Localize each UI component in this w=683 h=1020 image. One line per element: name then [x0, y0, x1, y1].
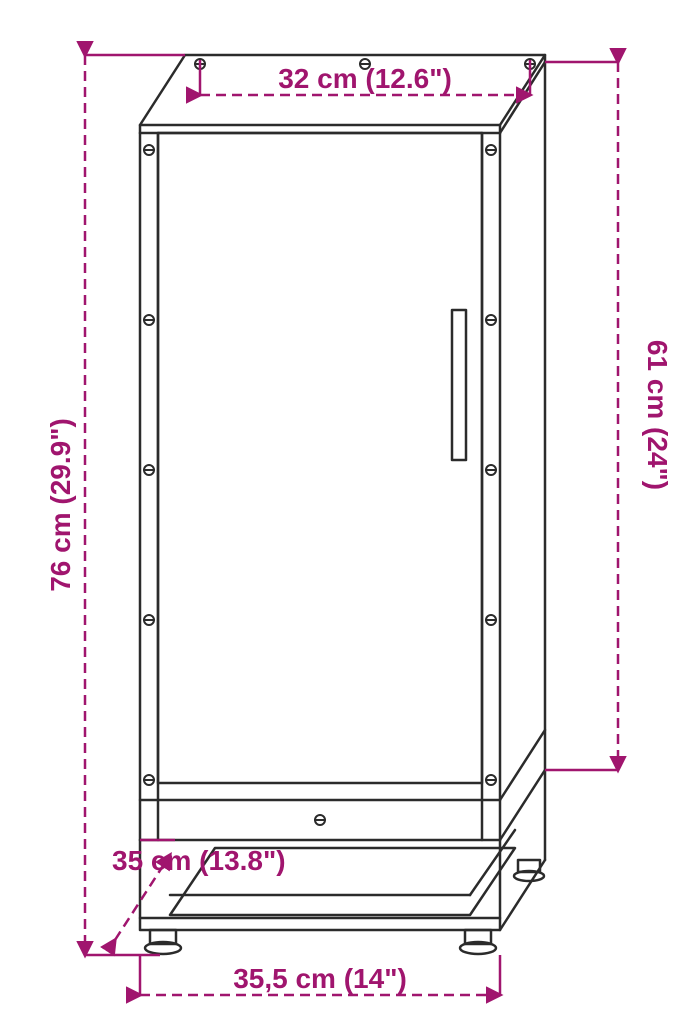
- cabinet-outline: [140, 55, 545, 954]
- height-door-label: 61 cm (24"): [642, 340, 673, 490]
- base-width-label: 35,5 cm (14"): [233, 963, 407, 994]
- cabinet-dimension-drawing: 32 cm (12.6") 76 cm (29.9") 61 cm (24") …: [0, 0, 683, 1020]
- depth-label: 35 cm (13.8"): [112, 845, 286, 876]
- width-label: 32 cm (12.6"): [278, 63, 452, 94]
- height-total-label: 76 cm (29.9"): [45, 418, 76, 592]
